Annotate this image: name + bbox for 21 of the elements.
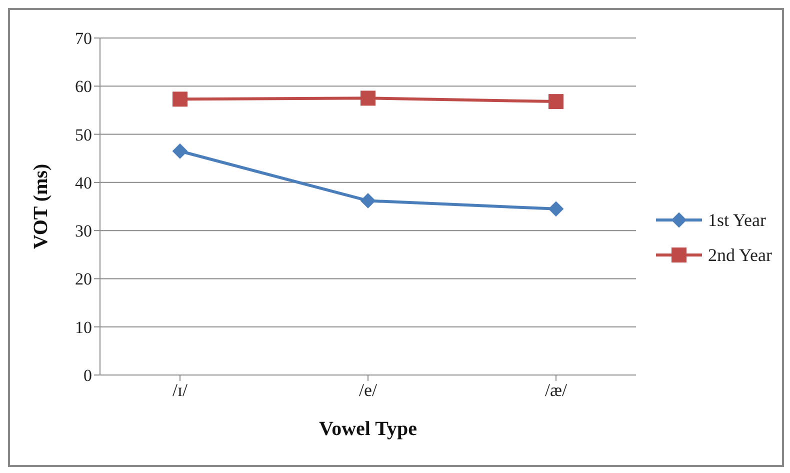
point (172, 92, 188, 107)
point (548, 94, 564, 110)
point (360, 90, 376, 106)
legend-label: 2nd Year (708, 244, 772, 266)
x-tick-label: /æ/ (544, 380, 567, 400)
point (548, 201, 564, 216)
y-tick-label: 70 (75, 29, 92, 48)
y-tick-label: 30 (75, 222, 92, 241)
y-tick-label: 10 (75, 318, 92, 337)
y-tick-label: 60 (75, 77, 92, 96)
y-axis-title: VOT (ms) (30, 164, 52, 250)
y-tick-label: 40 (75, 173, 92, 192)
x-axis-title: Vowel Type (319, 418, 418, 440)
point (360, 193, 376, 208)
y-tick-label: 0 (84, 366, 92, 386)
legend-label: 1st Year (708, 210, 766, 230)
x-tick-label: /ɪ/ (172, 380, 188, 400)
point (172, 144, 188, 159)
y-tick-label: 20 (75, 270, 92, 289)
x-tick-label: /e/ (358, 380, 377, 400)
y-tick-label: 50 (75, 125, 92, 144)
